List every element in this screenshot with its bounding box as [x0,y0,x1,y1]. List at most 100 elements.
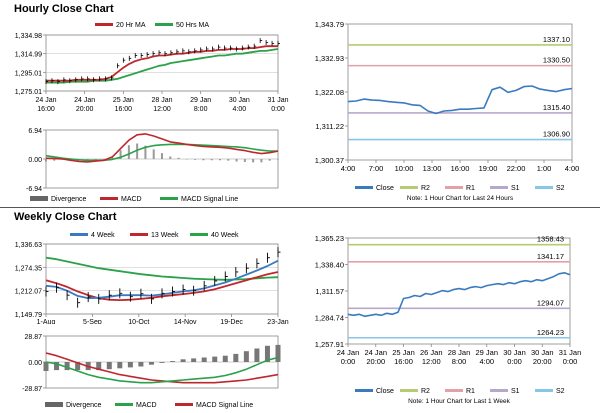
hourly-macd-y-tick-label: 6.94 [28,128,42,135]
hourly-macd-legend-divergence-label: Divergence [51,196,87,203]
hourly-20hr-ma-line [46,45,278,82]
weekly-close-close-line [347,271,571,318]
hourly-macd-divergence-bar [219,159,221,161]
weekly-macd-divergence-bar [201,357,207,362]
hourly-close-x-tick-label: 13:00 [423,164,442,173]
weekly-macd-divergence-bar [275,344,281,362]
hourly-macd-legend-macd-label: MACD [121,196,142,203]
hourly-close-y-tick-label: 1,311.22 [315,122,344,131]
weekly-close-x-tick-label: 28 Jan 8:00 [448,348,471,366]
hourly-close-x-tick-label: 1:00 [537,164,552,173]
weekly-price-x-tick-label: 1-Aug [37,319,56,324]
hourly-macd-divergence-bar [177,157,180,159]
hourly-macd-divergence-bar [152,149,155,159]
weekly-price-x-tick-label: 23-Jan [267,319,289,324]
weekly-close-legend-r1-label: R1 [466,388,475,395]
hourly-close-close-line [347,85,573,115]
hourly-macd-divergence-bar [103,159,105,160]
section-divider [0,207,600,208]
hourly-macd-y-tick-label: 0.00 [28,157,42,164]
weekly-close-x-tick-label: 30 Jan 20:00 [531,348,554,366]
weekly-40-week-line [45,256,279,281]
hourly-macd-divergence-bar [202,159,205,161]
hourly-macd-divergence-bar [144,145,147,159]
hourly-close-legend-r2-label: R2 [421,185,430,192]
hourly-close-level-s1-label: 1315.40 [543,103,570,112]
weekly-close-x-tick-label: 30 Jan 0:00 [503,348,526,366]
hourly-close-x-tick-label: 22:00 [507,164,526,173]
weekly-close-level-r1-label: 1341.17 [537,252,564,261]
weekly-close-legend-s2-label: S2 [556,388,565,395]
weekly-macd-divergence-bar [96,362,102,371]
hourly-price-y-tick-label: 1,314.99 [15,52,42,59]
hourly-close-x-tick-label: 16:00 [451,164,470,173]
weekly-macd-divergence-bar [264,345,270,362]
weekly-close-x-tick-label: 26 Jan 12:00 [420,348,443,366]
hourly-macd-divergence-bar [194,159,197,160]
hourly-legend-20hr-ma-label: 20 Hr MA [116,22,146,29]
weekly-macd-legend-divergence-label: Divergence [66,402,102,409]
hourly-close-y-tick-label: 1,332.93 [315,54,344,63]
hourly-price-x-tick-label: 24 Jan 20:00 [74,97,95,113]
weekly-macd-divergence-bar [233,353,239,362]
hourly-close-y-tick-label: 1,322.08 [315,88,344,97]
hourly-close-x-tick-label: 4:00 [565,164,580,173]
hourly-macd-signal-line [45,143,278,162]
hourly-macd-divergence-bar [252,159,255,163]
hourly-close-x-tick-label: 10:00 [395,164,414,173]
hourly-close-level-r2-label: 1337.10 [543,35,570,44]
hourly-macd-divergence-bar [185,159,188,160]
hourly-price-x-tick-label: 28 Jan 12:00 [151,97,172,113]
hourly-close-x-tick-label: 7:00 [369,164,384,173]
hourly-macd-legend-signal-label: MACD Signal Line [181,196,238,203]
hourly-close-x-tick-label: 4:00 [341,164,356,173]
hourly-close-legend-s1-label: S1 [511,185,520,192]
weekly-macd-divergence-bar [254,348,260,362]
hourly-close-y-tick-label: 1,300.37 [315,156,344,165]
weekly-legend-40-week-label: 40 Week [211,232,239,239]
weekly-close-y-tick-label: 1,311.57 [315,287,344,296]
hourly-macd-divergence-bar [169,156,172,159]
hourly-macd-divergence-bar [119,150,122,159]
weekly-close-x-tick-label: 29 Jan 4:00 [475,348,498,366]
weekly-close-x-tick-label: 25 Jan 16:00 [392,348,415,366]
weekly-macd-divergence-bar [138,362,144,367]
hourly-macd-divergence-bar [210,159,213,161]
weekly-close-legend-close-label: Close [376,388,394,395]
hourly-macd-divergence-bar [45,159,47,162]
weekly-legend-4-week-label: 4 Week [91,232,115,239]
hourly-price-x-tick-label: 24 Jan 16:00 [35,97,56,113]
hourly-close-level-r1-label: 1330.50 [543,56,570,65]
hourly-close-level-s2-label: 1306.90 [543,130,570,139]
hourly-close-note: Note: 1 Hour Chart for Last 24 Hours [407,195,514,202]
weekly-close-level-s1-label: 1294.07 [537,298,564,307]
weekly-close-y-tick-label: 1,365.23 [315,234,344,243]
hourly-macd-legend-divergence-swatch [30,196,48,201]
weekly-close-y-tick-label: 1,338.40 [315,261,344,270]
hourly-macd-divergence-bar [94,159,97,160]
weekly-macd-divergence-bar [148,362,154,365]
hourly-price-x-tick-label: 25 Jan 16:00 [113,97,134,113]
weekly-macd-divergence-bar [64,362,70,371]
hourly-legend-50hrs-ma-label: 50 Hrs MA [176,22,209,29]
hourly-macd-line [45,133,279,163]
weekly-close-x-tick-label: 24 Jan 20:00 [364,348,387,366]
weekly-macd-divergence-bar [54,362,60,371]
weekly-price-plot-frame [45,243,279,315]
weekly-macd-chart: 28.87 0.00 -28.87 Divergence MACD MACD Signal… [22,334,281,409]
weekly-close-level-r2-label: 1358.43 [537,235,564,244]
weekly-macd-y-tick-label: 0.00 [28,360,42,367]
weekly-macd-divergence-bar [212,356,218,362]
weekly-close-y-tick-label: 1,257.91 [315,340,344,349]
hourly-close-legend-r1-label: R1 [466,185,475,192]
weekly-macd-divergence-bar [159,362,165,363]
weekly-macd-y-tick-label: 28.87 [24,334,42,341]
hourly-macd-divergence-bar [227,159,230,161]
weekly-close-y-tick-label: 1,284.74 [315,314,344,323]
weekly-macd-divergence-bar [191,358,197,362]
weekly-macd-legend-divergence-swatch [45,402,63,407]
weekly-macd-signal-line [45,352,279,384]
hourly-macd-divergence-bar [136,143,139,159]
hourly-close-legend-s2-label: S2 [556,185,565,192]
weekly-price-x-tick-label: 19-Dec [220,319,243,324]
